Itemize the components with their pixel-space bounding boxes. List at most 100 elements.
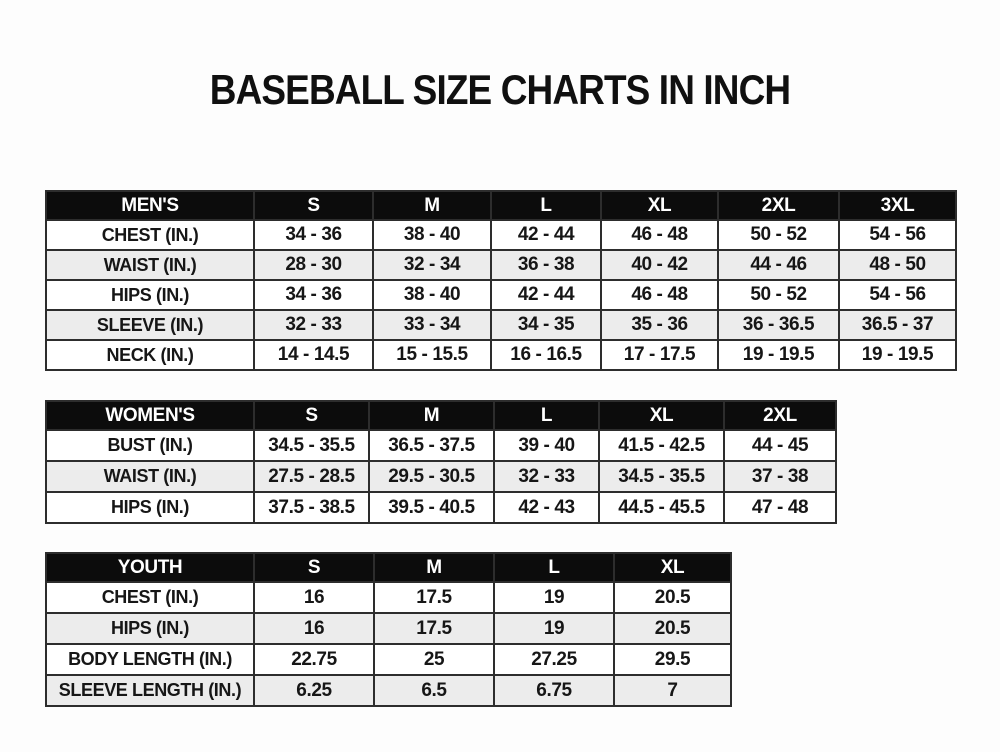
value-cell: 47 - 48 — [723, 491, 837, 524]
value-cell: 17.5 — [373, 612, 495, 645]
mens-hips-row: HIPS (IN.) 34 - 36 38 - 40 42 - 44 46 - … — [45, 279, 957, 311]
value-cell: 37 - 38 — [723, 460, 837, 493]
value-cell: 17 - 17.5 — [600, 339, 719, 371]
row-label-cell: NECK (IN.) — [45, 339, 255, 371]
value-cell: 19 - 19.5 — [838, 339, 957, 371]
value-cell: 34 - 35 — [490, 309, 602, 341]
value-cell: 37.5 - 38.5 — [253, 491, 370, 524]
womens-hips-row: HIPS (IN.) 37.5 - 38.5 39.5 - 40.5 42 - … — [45, 491, 837, 524]
mens-header-cell-2xl: 2XL — [717, 190, 840, 221]
value-cell: 44 - 46 — [717, 249, 840, 281]
value-cell: 32 - 33 — [493, 460, 600, 493]
mens-header-cell-group: MEN'S — [45, 190, 255, 221]
value-cell: 35 - 36 — [600, 309, 719, 341]
value-cell: 33 - 34 — [372, 309, 492, 341]
value-cell: 40 - 42 — [600, 249, 719, 281]
mens-header-cell-s: S — [253, 190, 374, 221]
value-cell: 38 - 40 — [372, 219, 492, 251]
value-cell: 54 - 56 — [838, 279, 957, 311]
value-cell: 54 - 56 — [838, 219, 957, 251]
value-cell: 16 — [253, 581, 375, 614]
row-label-cell: HIPS (IN.) — [45, 279, 255, 311]
value-cell: 16 — [253, 612, 375, 645]
youth-sleeve-length-row: SLEEVE LENGTH (IN.) 6.25 6.5 6.75 7 — [45, 674, 732, 707]
womens-bust-row: BUST (IN.) 34.5 - 35.5 36.5 - 37.5 39 - … — [45, 429, 837, 462]
value-cell: 22.75 — [253, 643, 375, 676]
value-cell: 16 - 16.5 — [490, 339, 602, 371]
row-label-cell: SLEEVE (IN.) — [45, 309, 255, 341]
womens-header-cell-group: WOMEN'S — [45, 400, 255, 431]
row-label-cell: BODY LENGTH (IN.) — [45, 643, 255, 676]
value-cell: 46 - 48 — [600, 219, 719, 251]
youth-header-cell-s: S — [253, 552, 375, 583]
value-cell: 29.5 — [613, 643, 732, 676]
value-cell: 20.5 — [613, 581, 732, 614]
value-cell: 6.5 — [373, 674, 495, 707]
value-cell: 6.25 — [253, 674, 375, 707]
womens-header-row: WOMEN'S S M L XL 2XL — [45, 400, 837, 431]
womens-header-cell-s: S — [253, 400, 370, 431]
youth-size-table: YOUTH S M L XL CHEST (IN.) 16 17.5 19 20… — [45, 552, 732, 707]
mens-size-table: MEN'S S M L XL 2XL 3XL CHEST (IN.) 34 - … — [45, 190, 957, 371]
value-cell: 44.5 - 45.5 — [598, 491, 725, 524]
value-cell: 42 - 44 — [490, 219, 602, 251]
value-cell: 39.5 - 40.5 — [368, 491, 495, 524]
value-cell: 42 - 43 — [493, 491, 600, 524]
mens-header-cell-l: L — [490, 190, 602, 221]
value-cell: 19 — [493, 612, 615, 645]
value-cell: 34.5 - 35.5 — [253, 429, 370, 462]
womens-size-table: WOMEN'S S M L XL 2XL BUST (IN.) 34.5 - 3… — [45, 400, 837, 524]
youth-chest-row: CHEST (IN.) 16 17.5 19 20.5 — [45, 581, 732, 614]
mens-header-row: MEN'S S M L XL 2XL 3XL — [45, 190, 957, 221]
value-cell: 39 - 40 — [493, 429, 600, 462]
value-cell: 25 — [373, 643, 495, 676]
youth-body-length-row: BODY LENGTH (IN.) 22.75 25 27.25 29.5 — [45, 643, 732, 676]
value-cell: 14 - 14.5 — [253, 339, 374, 371]
value-cell: 20.5 — [613, 612, 732, 645]
value-cell: 27.5 - 28.5 — [253, 460, 370, 493]
value-cell: 42 - 44 — [490, 279, 602, 311]
value-cell: 34 - 36 — [253, 279, 374, 311]
value-cell: 36.5 - 37 — [838, 309, 957, 341]
mens-chest-row: CHEST (IN.) 34 - 36 38 - 40 42 - 44 46 -… — [45, 219, 957, 251]
youth-header-cell-m: M — [373, 552, 495, 583]
value-cell: 32 - 34 — [372, 249, 492, 281]
value-cell: 15 - 15.5 — [372, 339, 492, 371]
womens-header-cell-xl: XL — [598, 400, 725, 431]
value-cell: 36 - 36.5 — [717, 309, 840, 341]
mens-waist-row: WAIST (IN.) 28 - 30 32 - 34 36 - 38 40 -… — [45, 249, 957, 281]
value-cell: 17.5 — [373, 581, 495, 614]
value-cell: 44 - 45 — [723, 429, 837, 462]
row-label-cell: CHEST (IN.) — [45, 581, 255, 614]
value-cell: 36 - 38 — [490, 249, 602, 281]
youth-hips-row: HIPS (IN.) 16 17.5 19 20.5 — [45, 612, 732, 645]
value-cell: 50 - 52 — [717, 219, 840, 251]
row-label-cell: HIPS (IN.) — [45, 491, 255, 524]
value-cell: 7 — [613, 674, 732, 707]
value-cell: 48 - 50 — [838, 249, 957, 281]
value-cell: 34.5 - 35.5 — [598, 460, 725, 493]
value-cell: 34 - 36 — [253, 219, 374, 251]
youth-header-cell-group: YOUTH — [45, 552, 255, 583]
value-cell: 27.25 — [493, 643, 615, 676]
value-cell: 36.5 - 37.5 — [368, 429, 495, 462]
row-label-cell: CHEST (IN.) — [45, 219, 255, 251]
mens-header-cell-m: M — [372, 190, 492, 221]
page-title: BASEBALL SIZE CHARTS IN INCH — [209, 66, 791, 113]
value-cell: 29.5 - 30.5 — [368, 460, 495, 493]
row-label-cell: BUST (IN.) — [45, 429, 255, 462]
row-label-cell: WAIST (IN.) — [45, 249, 255, 281]
youth-header-cell-l: L — [493, 552, 615, 583]
womens-header-cell-m: M — [368, 400, 495, 431]
value-cell: 19 — [493, 581, 615, 614]
value-cell: 6.75 — [493, 674, 615, 707]
mens-neck-row: NECK (IN.) 14 - 14.5 15 - 15.5 16 - 16.5… — [45, 339, 957, 371]
womens-header-cell-2xl: 2XL — [723, 400, 837, 431]
mens-header-cell-xl: XL — [600, 190, 719, 221]
row-label-cell: HIPS (IN.) — [45, 612, 255, 645]
value-cell: 38 - 40 — [372, 279, 492, 311]
value-cell: 41.5 - 42.5 — [598, 429, 725, 462]
value-cell: 32 - 33 — [253, 309, 374, 341]
row-label-cell: SLEEVE LENGTH (IN.) — [45, 674, 255, 707]
